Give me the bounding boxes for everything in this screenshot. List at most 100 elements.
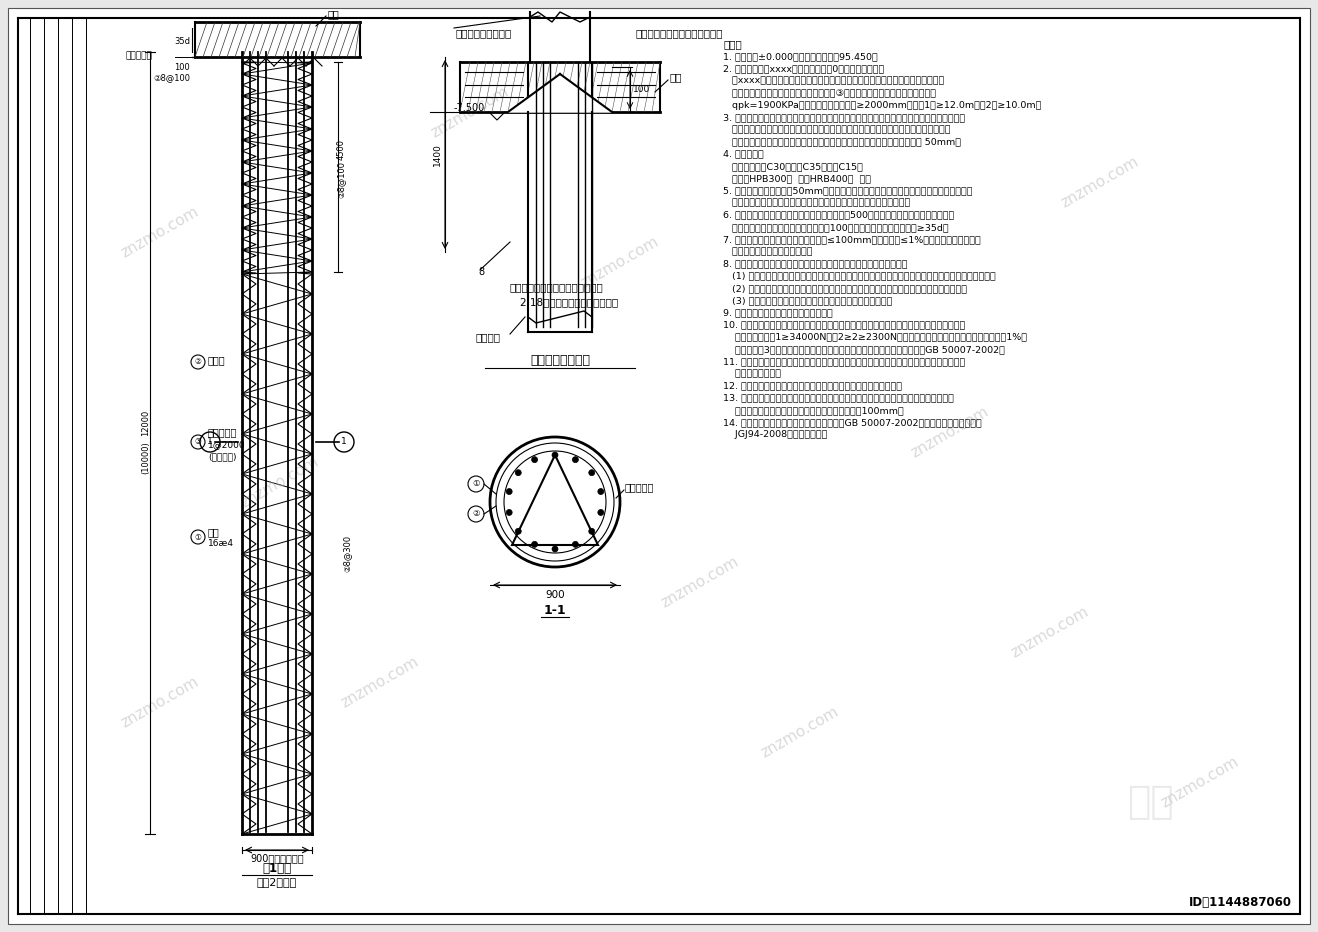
Circle shape — [531, 457, 538, 462]
Text: 附加三根拉筋，直径同墙内拉筋: 附加三根拉筋，直径同墙内拉筋 — [635, 28, 722, 38]
Text: 100: 100 — [174, 62, 190, 72]
Circle shape — [572, 457, 579, 462]
Text: 钢筋：HPB300（  ），HRB400（  ）。: 钢筋：HPB300（ ），HRB400（ ）。 — [724, 174, 871, 184]
Text: znzmo.com: znzmo.com — [1058, 154, 1141, 211]
Circle shape — [515, 528, 521, 534]
Text: 墙插筋同墙底层配筋: 墙插筋同墙底层配筋 — [456, 28, 513, 38]
Text: znzmo.com: znzmo.com — [758, 704, 841, 761]
Text: 附注：: 附注： — [724, 39, 742, 49]
Circle shape — [531, 541, 538, 547]
Text: 桩1详图: 桩1详图 — [262, 862, 291, 875]
Text: 10. 施工前应进行试桩，桩身混凝土达到设计强度后，进行单桩竖向静载荷试验，单桩竖向承: 10. 施工前应进行试桩，桩身混凝土达到设计强度后，进行单桩竖向静载荷试验，单桩… — [724, 321, 965, 330]
Text: 1. 本建筑物±0.000相当于绝对标高由95.450。: 1. 本建筑物±0.000相当于绝对标高由95.450。 — [724, 52, 878, 62]
Text: (3) 为保证桩的混凝土质量，要求混凝土必须进行连续浇筑。: (3) 为保证桩的混凝土质量，要求混凝土必须进行连续浇筑。 — [724, 296, 892, 305]
Circle shape — [506, 510, 513, 515]
Text: (全长设置): (全长设置) — [208, 453, 236, 461]
Text: 桩与筏板连接大样: 桩与筏板连接大样 — [530, 353, 590, 366]
Text: ①: ① — [195, 532, 202, 541]
Text: 据相应规范确定。: 据相应规范确定。 — [724, 369, 782, 378]
Text: ①: ① — [472, 479, 480, 488]
Text: 筏板底标高: 筏板底标高 — [125, 51, 152, 61]
Text: 墙内做避雷引下线的二根主筋通过: 墙内做避雷引下线的二根主筋通过 — [510, 282, 604, 292]
Text: znzmo.com: znzmo.com — [579, 234, 662, 290]
Text: 900: 900 — [546, 590, 565, 600]
Text: 100: 100 — [633, 86, 650, 94]
Text: znzmo.com: znzmo.com — [119, 204, 202, 260]
Text: 焊接加劲箍: 焊接加劲箍 — [208, 427, 237, 437]
Text: （桩2详图）: （桩2详图） — [257, 877, 297, 887]
Text: znzmo.com: znzmo.com — [239, 454, 322, 511]
Text: znzmo.com: znzmo.com — [1008, 604, 1091, 660]
Text: 9. 桩钻孔时应保持钻整孔度，不得堵孔。: 9. 桩钻孔时应保持钻整孔度，不得堵孔。 — [724, 308, 833, 318]
Text: ③: ③ — [195, 437, 202, 446]
Circle shape — [552, 452, 558, 458]
Text: 1400: 1400 — [434, 144, 442, 167]
Text: ②: ② — [472, 510, 480, 518]
Text: 4. 采用材料：: 4. 采用材料： — [724, 150, 763, 158]
Circle shape — [552, 546, 558, 552]
Text: 身中加劲箍的加劲箍箍由桩工现场确定，加强环箍应与纵向钢筋焊牢。: 身中加劲箍的加劲箍箍由桩工现场确定，加强环箍应与纵向钢筋焊牢。 — [724, 199, 911, 208]
Circle shape — [589, 470, 594, 475]
Text: 11. 桩基施工后，待混凝土达设计强度后，应采取可靠的动测法进行检测，动测数目及要求根: 11. 桩基施工后，待混凝土达设计强度后，应采取可靠的动测法进行检测，动测数目及… — [724, 357, 965, 366]
Circle shape — [506, 488, 513, 495]
Text: -7.500: -7.500 — [453, 103, 485, 113]
Text: 6. 灌注桩成桩，桩顶标高应比桩顶设计标高超高500，施工混凝土前要告超打混凝土至: 6. 灌注桩成桩，桩顶标高应比桩顶设计标高超高500，施工混凝土前要告超打混凝土… — [724, 211, 954, 220]
Text: 其余应满足国家现行规范要求。: 其余应满足国家现行规范要求。 — [724, 247, 812, 256]
Text: ②8@100: ②8@100 — [336, 160, 345, 198]
Text: 螺旋筋: 螺旋筋 — [208, 355, 225, 365]
Text: 900（桩身直径）: 900（桩身直径） — [250, 853, 304, 863]
Text: ②: ② — [195, 358, 202, 366]
Text: (10000): (10000) — [141, 442, 150, 474]
Text: ②8@300: ②8@300 — [341, 534, 351, 571]
Text: 4500: 4500 — [336, 139, 345, 159]
Text: 8. 桩基础施工时应采取相应措施箱钢保施工工程质量，并须保证做到：: 8. 桩基础施工时应采取相应措施箱钢保施工工程质量，并须保证做到： — [724, 260, 908, 268]
Text: znzmo.com: znzmo.com — [428, 84, 511, 141]
Text: 12. 基础预配合水、墙、电等专业图纸施工，避免造孔见电气图纸。: 12. 基础预配合水、墙、电等专业图纸施工，避免造孔见电气图纸。 — [724, 381, 902, 391]
Text: 7. 桩的施工误差，允许值为：桩位偏差≤100mm，垂直偏差≤1%，桩身严禁鱼八字型，: 7. 桩的施工误差，允许值为：桩位偏差≤100mm，垂直偏差≤1%，桩身严禁鱼八… — [724, 235, 981, 244]
Text: znzmo.com: znzmo.com — [119, 674, 202, 731]
Circle shape — [572, 541, 579, 547]
Text: 主筋: 主筋 — [208, 527, 220, 537]
Text: 8: 8 — [478, 267, 484, 277]
Text: 混凝土：桩为C30，筏板C35，垫层C15。: 混凝土：桩为C30，筏板C35，垫层C15。 — [724, 162, 863, 171]
Text: 知末: 知末 — [1127, 783, 1173, 821]
Text: ②8@100: ②8@100 — [153, 74, 190, 83]
Text: 3. 当桩孔底至设计标高时，应请勘察、设计、监理单位人员到现场验收，符合勘察结果和设计: 3. 当桩孔底至设计标高时，应请勘察、设计、监理单位人员到现场验收，符合勘察结果… — [724, 113, 965, 122]
Text: 现场确定量满足桩长要求，并保证桩顶进入筏板内100mm。: 现场确定量满足桩长要求，并保证桩顶进入筏板内100mm。 — [724, 406, 904, 415]
Text: 16æ4: 16æ4 — [208, 540, 235, 549]
Text: qpk=1900KPa，桩端进入抻力层深度≥2000mm，且桩1长≥12.0m，桩2长≥10.0m。: qpk=1900KPa，桩端进入抻力层深度≥2000mm，且桩1长≥12.0m，… — [724, 101, 1041, 110]
Text: 13. 桩施工时，应配合筏板图确定桩顶标高，桩与承水坑、电梯基坑加筋处理见上层标高: 13. 桩施工时，应配合筏板图确定桩顶标高，桩与承水坑、电梯基坑加筋处理见上层标… — [724, 394, 954, 403]
Text: znzmo.com: znzmo.com — [1159, 754, 1242, 810]
Text: 设计标高，且应保证桩顶进入承台板内100，桩纵筋嵌入承台筏板内厚≥35d。: 设计标高，且应保证桩顶进入承台板内100，桩纵筋嵌入承台筏板内厚≥35d。 — [724, 223, 949, 232]
Text: 35d: 35d — [174, 37, 190, 47]
Text: (1) 施工单位对每模桩应有详细的施工记录（包括桩位平面图、每模桩混凝土厚度等），并掌握备案；: (1) 施工单位对每模桩应有详细的施工记录（包括桩位平面图、每模桩混凝土厚度等）… — [724, 272, 996, 281]
Text: 且不应少于3根，单桩竖向静载荷试验数量点样见《建筑桩基础设计规范》GB 50007-2002。: 且不应少于3根，单桩竖向静载荷试验数量点样见《建筑桩基础设计规范》GB 5000… — [724, 345, 1004, 354]
Circle shape — [515, 470, 521, 475]
Text: znzmo.com: znzmo.com — [908, 404, 991, 460]
Text: (2) 相邻的桩基础严禁同时钻孔，浇灌和浇注混凝土施工时，应自中心向外相闯交错施工。: (2) 相邻的桩基础严禁同时钻孔，浇灌和浇注混凝土施工时，应自中心向外相闯交错施… — [724, 284, 967, 293]
Text: 载力特征值：桩1≥34000N，桩2≥2≥2300N，同一条件下的试桩数量不应少于总桩数的1%，: 载力特征值：桩1≥34000N，桩2≥2≥2300N，同一条件下的试桩数量不应少… — [724, 333, 1027, 342]
Text: 《xxxx小区二期工程岩土工程勘察报告》进行设计，基础设计等级为甲级，采用: 《xxxx小区二期工程岩土工程勘察报告》进行设计，基础设计等级为甲级，采用 — [724, 76, 944, 86]
Text: ID：1144887060: ID：1144887060 — [1189, 896, 1292, 909]
Circle shape — [589, 528, 594, 534]
Text: znzmo.com: znzmo.com — [339, 653, 422, 710]
Circle shape — [598, 510, 604, 515]
Text: 2 18与桩内二根主筋焊牢（电）: 2 18与桩内二根主筋焊牢（电） — [521, 297, 618, 307]
Text: 1: 1 — [207, 437, 214, 446]
Text: 筏板: 筏板 — [328, 9, 340, 19]
Text: 14. 其余要求参考《建筑地基基础设计规范》GB 50007-2002及《建筑桩基》有关规范: 14. 其余要求参考《建筑地基基础设计规范》GB 50007-2002及《建筑桩… — [724, 418, 982, 427]
Text: 灌筑工程验收，验收合格后应立即清底，封堵和浇注混凝土，孔底沉渣厚度 50mm。: 灌筑工程验收，验收合格后应立即清底，封堵和浇注混凝土，孔底沉渣厚度 50mm。 — [724, 138, 961, 146]
Text: 焊接加劲箍: 焊接加劲箍 — [625, 482, 654, 492]
Text: 5. 桩纵向钢筋保护层厚为50mm，纵向钢筋应采用对焊接头，环形钢筋采用焊接对闭环，桩: 5. 桩纵向钢筋保护层厚为50mm，纵向钢筋应采用对焊接头，环形钢筋采用焊接对闭… — [724, 186, 973, 196]
Text: 1: 1 — [341, 437, 347, 446]
Circle shape — [598, 488, 604, 495]
Text: JGJ94-2008有关规范执行。: JGJ94-2008有关规范执行。 — [724, 431, 828, 439]
Text: 筏筐基础，桩为灌注桩，桩侧抻力层为第③层中风化混岩，其板限抻压力标准值: 筏筐基础，桩为灌注桩，桩侧抻力层为第③层中风化混岩，其板限抻压力标准值 — [724, 89, 936, 98]
Text: 2. 本建筑物根据xxxx有限责任公司二0一二年六月提供的: 2. 本建筑物根据xxxx有限责任公司二0一二年六月提供的 — [724, 64, 884, 74]
Text: 要求方可进行下一步施工，孔底不应积水、虚土，终孔后应清擦钻孔腔独液，然后进行: 要求方可进行下一步施工，孔底不应积水、虚土，终孔后应清擦钻孔腔独液，然后进行 — [724, 126, 950, 134]
Text: 桩内主筋: 桩内主筋 — [474, 332, 500, 342]
Text: znzmo.com: znzmo.com — [659, 554, 742, 610]
Polygon shape — [507, 74, 612, 112]
Text: 1-1: 1-1 — [544, 604, 567, 616]
Text: 筏板: 筏板 — [670, 72, 683, 82]
